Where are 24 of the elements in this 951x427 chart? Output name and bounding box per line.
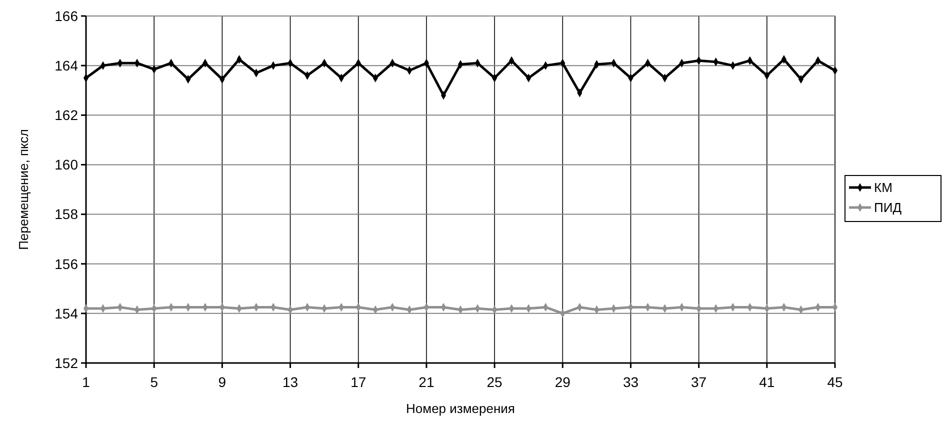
y-tick-label: 162 <box>54 107 78 124</box>
x-tick-label: 9 <box>218 374 226 390</box>
y-tick-label: 158 <box>54 206 78 222</box>
y-axis-title: Перемещение, пксл <box>16 129 31 250</box>
y-tick-label: 160 <box>54 156 78 173</box>
legend-label: КМ <box>874 180 892 196</box>
y-tick-label: 166 <box>54 8 78 24</box>
x-tick-label: 29 <box>554 374 571 390</box>
x-tick-label: 21 <box>418 374 434 390</box>
y-tick-label: 154 <box>54 305 78 322</box>
x-tick-label: 17 <box>350 374 366 390</box>
x-tick-label: 25 <box>486 374 503 390</box>
y-tick-label: 156 <box>54 256 78 272</box>
x-tick-label: 1 <box>82 374 90 390</box>
y-tick-label: 164 <box>54 57 78 74</box>
x-tick-label: 13 <box>282 374 298 390</box>
x-tick-label: 37 <box>691 374 707 390</box>
x-tick-label: 45 <box>827 374 843 390</box>
x-axis-title: Номер измерения <box>406 401 515 416</box>
legend-label: ПИД <box>874 200 902 216</box>
y-tick-label: 152 <box>54 354 78 371</box>
x-tick-label: 33 <box>622 374 639 390</box>
x-tick-label: 41 <box>759 374 775 390</box>
x-tick-label: 5 <box>150 374 158 390</box>
